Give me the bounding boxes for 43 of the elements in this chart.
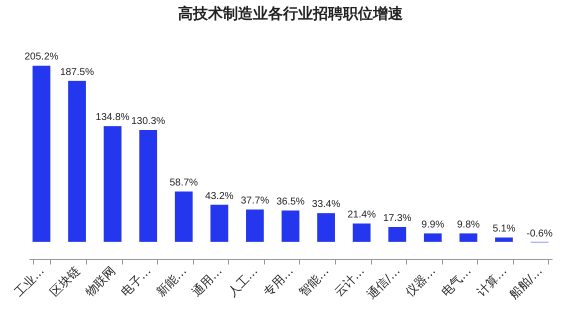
data-label: -0.6% xyxy=(526,228,553,240)
x-tick-label: 专用… xyxy=(260,264,296,299)
x-tick-label: 计算… xyxy=(474,264,510,299)
data-label: 9.8% xyxy=(456,219,480,230)
data-label: 17.3% xyxy=(383,212,412,224)
x-tick-label: 船舶/… xyxy=(506,264,545,302)
data-label: 205.2% xyxy=(24,52,59,63)
data-label: 187.5% xyxy=(60,66,94,78)
data-label: 43.2% xyxy=(205,190,234,202)
data-label: 5.1% xyxy=(492,223,516,234)
chart-title: 高技术制造业各行业招聘职位增速 xyxy=(178,4,404,23)
x-tick-label: 电气… xyxy=(438,264,474,299)
bar xyxy=(104,126,122,242)
x-tick-label: 物联网 xyxy=(82,264,118,299)
bar xyxy=(459,233,478,242)
x-tick-label: 工业… xyxy=(12,264,47,299)
bar xyxy=(139,130,158,242)
data-label: 58.7% xyxy=(170,177,198,188)
data-label: 36.5% xyxy=(276,196,305,208)
data-label: 21.4% xyxy=(347,209,376,220)
bar xyxy=(246,209,264,242)
bar xyxy=(282,210,300,242)
data-label: 130.3% xyxy=(131,116,166,127)
bar xyxy=(32,66,50,242)
bar xyxy=(68,80,86,242)
x-tick-label: 人工… xyxy=(225,264,260,299)
bar xyxy=(424,233,442,242)
bar xyxy=(495,237,513,242)
bar xyxy=(352,223,371,242)
data-label: 37.7% xyxy=(240,195,270,206)
x-tick-label: 通用… xyxy=(189,264,225,299)
bar xyxy=(317,213,335,242)
data-label: 134.8% xyxy=(96,112,130,124)
x-tick-label: 新能… xyxy=(154,264,190,299)
data-label: 9.9% xyxy=(421,219,444,230)
x-tick-label: 智能… xyxy=(296,264,332,299)
x-tick-label: 仪器… xyxy=(402,264,438,299)
x-tick-label: 电子… xyxy=(118,264,154,299)
bar xyxy=(210,204,228,242)
data-label: 33.4% xyxy=(312,199,340,210)
x-tick-label: 区块链 xyxy=(47,264,82,299)
bar xyxy=(388,226,406,242)
bar xyxy=(174,191,193,242)
